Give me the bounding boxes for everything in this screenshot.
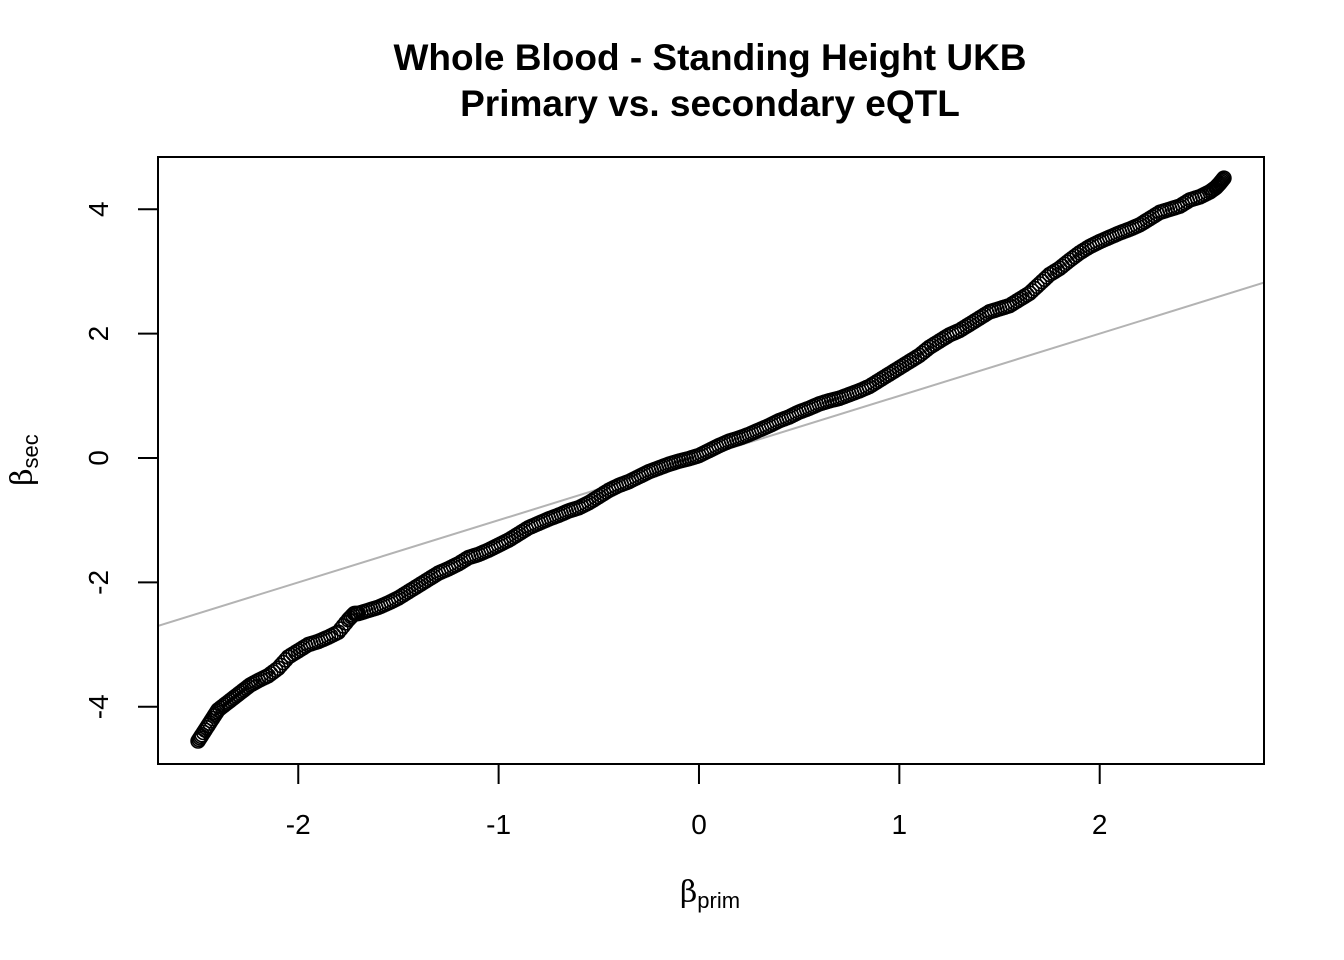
chart-title: Whole Blood - Standing Height UKB: [393, 37, 1026, 78]
y-axis-label-subscript: sec: [18, 434, 43, 468]
x-axis: -2 -1 0 1 2: [286, 763, 1108, 840]
x-axis-label-subscript: prim: [697, 888, 740, 913]
x-tick-label: 0: [691, 809, 707, 840]
data-point: [1212, 175, 1228, 191]
x-tick-label: -1: [486, 809, 511, 840]
data-point: [1214, 172, 1230, 189]
y-tick-label: -4: [83, 694, 114, 719]
data-point: [1216, 170, 1232, 186]
y-axis-label-symbol: β: [5, 468, 40, 485]
x-tick-label: 1: [892, 809, 908, 840]
y-tick-label: 2: [83, 326, 114, 342]
x-tick-label: -2: [286, 809, 311, 840]
x-axis-label-symbol: β: [680, 875, 697, 910]
x-axis-label: βprim: [680, 875, 740, 913]
x-tick-label: 2: [1092, 809, 1108, 840]
y-axis-label: βsec: [5, 434, 43, 486]
y-tick-label: 4: [83, 201, 114, 217]
points-layer: [190, 170, 1232, 749]
chart-subtitle: Primary vs. secondary eQTL: [460, 83, 960, 124]
y-tick-label: -2: [83, 570, 114, 595]
data-point: [1215, 171, 1231, 188]
data-point: [1213, 174, 1229, 190]
y-tick-label: 0: [83, 450, 114, 466]
y-axis: -4 -2 0 2 4: [83, 201, 159, 719]
